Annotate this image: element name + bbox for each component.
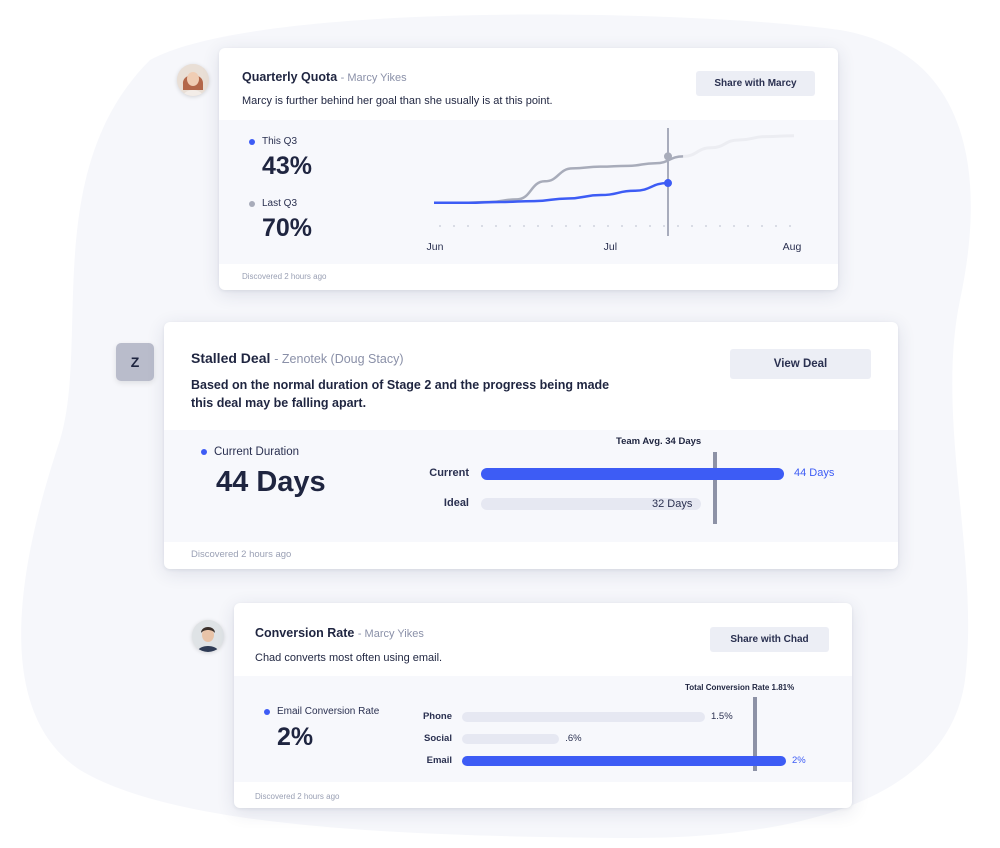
card-description: Marcy is further behind her goal than sh… — [242, 95, 553, 107]
conversion-rate-card: Conversion Rate - Marcy Yikes Chad conve… — [234, 603, 852, 808]
baseline-dot — [649, 225, 651, 227]
metric-label: Current Duration — [214, 446, 300, 458]
baseline-dot — [747, 225, 749, 227]
avatar-chad — [192, 620, 224, 652]
value-label-social: .6% — [565, 733, 582, 744]
legend-current-duration: Current Duration — [201, 446, 299, 458]
baseline-dot — [607, 225, 609, 227]
series-line-this-q3 — [434, 181, 669, 205]
blue-dot-icon — [249, 138, 255, 145]
blue-dot-icon — [201, 449, 207, 455]
value-label-ideal: 32 Days — [652, 498, 693, 510]
title-text: Quarterly Quota — [242, 70, 338, 84]
bar-email — [462, 756, 786, 766]
metric-value: 2% — [277, 723, 314, 751]
card-title: Conversion Rate - Marcy Yikes — [255, 626, 424, 640]
avatar-marcy — [177, 64, 209, 96]
x-tick-label: Jun — [427, 241, 444, 253]
legend-this-q3: This Q3 — [249, 136, 297, 147]
row-label-social: Social — [424, 733, 452, 744]
metric-label: Email Conversion Rate — [277, 706, 380, 717]
company-badge: Z — [116, 343, 154, 381]
card-footer: Discovered 2 hours ago — [191, 549, 292, 560]
card-description: Chad converts most often using email. — [255, 652, 443, 664]
legend-this-label: This Q3 — [262, 136, 298, 147]
team-avg-marker — [713, 452, 718, 524]
baseline-dot — [439, 225, 441, 227]
person-icon — [177, 64, 209, 96]
last-q3-current-point — [664, 152, 672, 161]
card-description: Based on the normal duration of Stage 2 … — [191, 378, 610, 411]
bar-social — [462, 734, 560, 744]
stalled-deal-card: Stalled Deal - Zenotek (Doug Stacy) Base… — [164, 322, 898, 569]
x-tick-label: Jul — [604, 241, 617, 253]
value-label-current: 44 Days — [794, 467, 835, 479]
bar-phone — [462, 712, 705, 722]
baseline-dot — [789, 225, 791, 227]
value-label-email: 2% — [792, 755, 806, 766]
gray-dot-icon — [249, 200, 255, 207]
baseline-dot — [705, 225, 707, 227]
row-label-ideal: Ideal — [443, 497, 469, 509]
baseline-dot — [509, 225, 511, 227]
series-line-last-q3 — [434, 155, 684, 205]
card-footer: Discovered 2 hours ago — [255, 792, 340, 801]
baseline-dot — [495, 225, 497, 227]
card-body-band — [164, 430, 898, 542]
team-avg-label: Team Avg. 34 Days — [616, 436, 702, 447]
baseline-dot — [579, 225, 581, 227]
card-title: Quarterly Quota - Marcy Yikes — [242, 70, 407, 84]
baseline-dot — [719, 225, 721, 227]
baseline-dot — [635, 225, 637, 227]
bar-current — [481, 468, 784, 480]
card-title: Stalled Deal - Zenotek (Doug Stacy) — [191, 350, 403, 366]
person-icon — [192, 620, 224, 652]
baseline-dot — [761, 225, 763, 227]
row-label-current: Current — [429, 467, 469, 479]
card-footer: Discovered 2 hours ago — [242, 272, 327, 281]
title-text: Stalled Deal — [191, 350, 271, 366]
view-deal-button[interactable]: View Deal — [730, 349, 871, 379]
series-line-last-q3-projection — [683, 134, 795, 158]
total-conversion-marker — [753, 697, 758, 771]
baseline-dot — [775, 225, 777, 227]
baseline-dot — [677, 225, 679, 227]
bar-ideal — [481, 498, 702, 510]
baseline-dot — [551, 225, 553, 227]
x-tick-label: Aug — [783, 241, 802, 253]
share-with-chad-button[interactable]: Share with Chad — [710, 627, 829, 652]
value-label-phone: 1.5% — [711, 711, 733, 722]
last-q3-value: 70% — [262, 214, 313, 242]
baseline-dot — [593, 225, 595, 227]
total-conversion-label: Total Conversion Rate 1.81% — [685, 683, 795, 692]
this-q3-current-point — [664, 179, 672, 188]
quota-line-chart: Jun Jul Aug — [427, 128, 802, 253]
row-label-phone: Phone — [422, 711, 452, 722]
legend-email-conversion: Email Conversion Rate — [264, 706, 379, 717]
baseline-dot — [691, 225, 693, 227]
quarterly-quota-card: Quarterly Quota - Marcy Yikes Marcy is f… — [219, 48, 838, 290]
baseline-dot — [537, 225, 539, 227]
baseline-dot — [733, 225, 735, 227]
baseline-dot — [453, 225, 455, 227]
title-person: - Marcy Yikes — [340, 72, 407, 84]
baseline-dot — [467, 225, 469, 227]
baseline-dot — [663, 225, 665, 227]
title-person: - Marcy Yikes — [357, 628, 424, 640]
blue-dot-icon — [264, 708, 270, 715]
this-q3-value: 43% — [262, 152, 313, 180]
metric-value: 44 Days — [216, 466, 326, 498]
baseline-dot — [621, 225, 623, 227]
row-label-email: Email — [426, 755, 452, 766]
title-text: Conversion Rate — [255, 626, 355, 640]
title-company: - Zenotek (Doug Stacy) — [274, 352, 404, 366]
legend-last-label: Last Q3 — [262, 198, 298, 209]
baseline-dot — [481, 225, 483, 227]
legend-last-q3: Last Q3 — [249, 198, 297, 209]
share-with-marcy-button[interactable]: Share with Marcy — [696, 71, 815, 96]
baseline-dot — [523, 225, 525, 227]
baseline-dot — [565, 225, 567, 227]
